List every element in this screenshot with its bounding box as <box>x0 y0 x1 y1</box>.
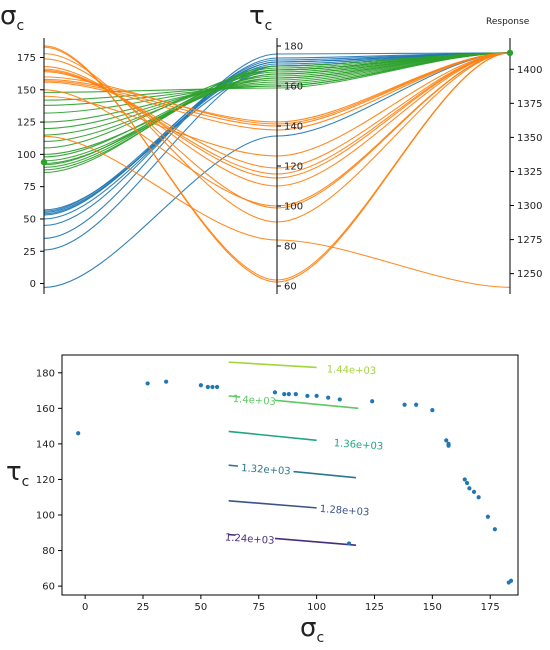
scatter-point <box>446 443 451 448</box>
pc-tick-label: 0 <box>30 279 36 290</box>
scatter-point <box>370 399 375 404</box>
scatter-point <box>210 384 215 390</box>
contour-line-3 <box>293 470 357 479</box>
scatter-point <box>485 514 491 519</box>
contour-label-0: 1.44e+03 <box>326 364 376 377</box>
scatter-point <box>326 395 331 400</box>
scatter-point <box>205 384 210 390</box>
pc-tick-label: 1275 <box>517 235 542 246</box>
pc-line-g0-3 <box>43 52 511 226</box>
pc-line-g0-2 <box>43 52 511 239</box>
x-tick-label: 50 <box>195 602 208 613</box>
scatter-point <box>492 527 497 532</box>
scatter-point <box>145 381 150 386</box>
pc-tick-label: 100 <box>17 150 36 161</box>
scatter-point <box>462 477 467 482</box>
x-tick-label: 100 <box>307 602 326 613</box>
pc-axis-title-2: Response <box>486 17 530 27</box>
scatter-point <box>293 392 298 397</box>
x-tick-label: 25 <box>137 602 150 613</box>
scatter-point <box>402 402 407 407</box>
pc-tick-label: 160 <box>284 82 303 93</box>
pc-tick-label: 100 <box>284 202 303 213</box>
scatter-point <box>286 392 291 397</box>
scatter-frame <box>61 354 519 596</box>
pc-highlight-point <box>506 49 514 57</box>
scatter-point <box>214 384 220 390</box>
pc-tick-label: 140 <box>284 122 303 133</box>
pc-tick-label: 125 <box>17 118 36 129</box>
pc-tick-label: 175 <box>17 53 36 64</box>
x-tick-label: 0 <box>82 602 88 613</box>
scatter-point <box>471 489 477 494</box>
pc-tick-label: 60 <box>284 282 297 293</box>
y-axis-label: τc <box>6 457 29 490</box>
x-tick-label: 175 <box>481 602 500 613</box>
scatter-contour-plot: 0 25 50 75 100 125 150 175 60 80 100 120 140 160 180 σc… <box>6 354 519 646</box>
scatter-point <box>464 480 470 486</box>
y-tick-label: 160 <box>36 404 55 415</box>
contour-line-0 <box>228 361 317 369</box>
contour-line-5 <box>228 533 236 536</box>
scatter-point <box>476 495 481 500</box>
scatter-point <box>272 390 278 395</box>
y-tick-label: 120 <box>36 475 55 486</box>
contour-label-1: 1.4e+03 <box>232 394 276 408</box>
x-tick-label: 150 <box>423 602 442 613</box>
scatter-point <box>198 383 203 388</box>
scatter-point <box>76 431 81 436</box>
pc-tick-label: 150 <box>17 85 36 96</box>
parallel-coordinates-plot: 0 25 50 75 100 125 150 175 σc 60 80 100 120 140 160 180… <box>0 1 542 294</box>
contour-line-1 <box>228 395 241 398</box>
x-tick-label: 125 <box>365 602 384 613</box>
pc-tick-label: 1400 <box>517 65 542 76</box>
contour-line-3 <box>228 464 238 467</box>
contour-line-5 <box>274 537 357 547</box>
pc-tick-label: 1350 <box>517 133 542 144</box>
scatter-point <box>282 392 287 397</box>
pc-tick-label: 180 <box>284 42 303 53</box>
contour-line-1 <box>274 399 359 410</box>
contour-label-5: 1.24e+03 <box>225 532 275 546</box>
pc-tick-label: 1375 <box>517 99 542 110</box>
contour-label-3: 1.32e+03 <box>241 463 291 477</box>
y-tick-label: 100 <box>36 511 55 522</box>
scatter-point <box>508 578 514 583</box>
pc-axis-title-0: σc <box>0 1 24 34</box>
scatter-point <box>164 379 169 384</box>
contour-label-2: 1.36e+03 <box>333 438 383 452</box>
contour-line-2 <box>228 430 317 442</box>
x-tick-label: 75 <box>252 602 265 613</box>
pc-tick-label: 120 <box>284 162 303 173</box>
contour-line-4 <box>228 499 317 509</box>
scatter-point <box>430 408 435 413</box>
scatter-point <box>444 438 449 443</box>
pc-tick-label: 25 <box>23 247 36 258</box>
pc-tick-label: 75 <box>23 182 36 193</box>
contour-label-4: 1.28e+03 <box>319 504 369 518</box>
scatter-point <box>305 393 310 398</box>
pc-tick-label: 1325 <box>517 167 542 178</box>
scatter-point <box>346 541 352 546</box>
pc-tick-label: 1250 <box>517 269 542 280</box>
scatter-point <box>337 397 342 402</box>
y-tick-label: 60 <box>42 582 55 593</box>
pc-tick-label: 1300 <box>517 201 542 212</box>
scatter-point <box>414 402 419 407</box>
scatter-point <box>467 486 472 491</box>
scatter-point <box>314 393 319 398</box>
y-tick-label: 180 <box>36 368 55 379</box>
x-axis-label: σc <box>300 613 324 646</box>
pc-highlight-point <box>40 158 48 166</box>
pc-tick-label: 80 <box>284 242 297 253</box>
y-tick-label: 80 <box>42 546 55 557</box>
pc-tick-label: 50 <box>23 214 36 225</box>
pc-axis-title-1: τc <box>249 1 272 34</box>
y-tick-label: 140 <box>36 439 55 450</box>
